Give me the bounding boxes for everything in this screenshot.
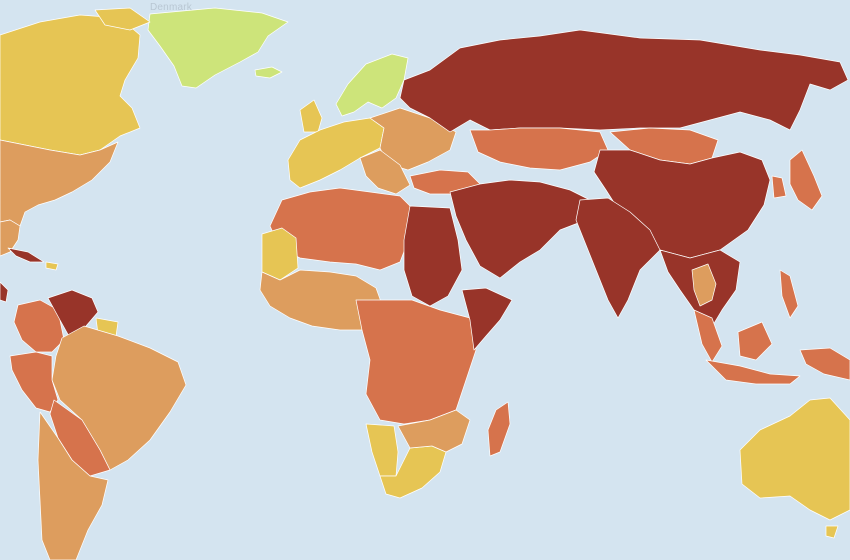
region-thailand[interactable] — [691, 263, 717, 307]
region-madagascar[interactable] — [487, 401, 511, 457]
region-canada-islands[interactable] — [94, 7, 151, 31]
region-egypt-sudan[interactable] — [403, 205, 463, 307]
region-japan[interactable] — [789, 149, 823, 211]
country-hover-label: Denmark — [150, 2, 192, 13]
region-cuba[interactable] — [7, 247, 45, 263]
region-middle-east[interactable] — [449, 179, 591, 279]
region-korea[interactable] — [771, 175, 787, 199]
region-canada[interactable] — [0, 14, 141, 156]
region-new-guinea[interactable] — [799, 347, 850, 381]
region-balkans[interactable] — [359, 149, 411, 195]
region-india[interactable] — [575, 197, 661, 319]
region-caribbean[interactable] — [45, 261, 59, 271]
region-venezuela[interactable] — [47, 289, 99, 339]
region-russia[interactable] — [399, 29, 849, 133]
region-colombia[interactable] — [13, 299, 65, 353]
region-iceland[interactable] — [254, 66, 283, 79]
region-borneo[interactable] — [737, 321, 773, 361]
region-southern-africa[interactable] — [379, 445, 447, 499]
region-brazil[interactable] — [51, 325, 187, 471]
region-philippines[interactable] — [779, 269, 799, 319]
region-greenland[interactable] — [147, 7, 289, 89]
region-malaysia[interactable] — [693, 309, 723, 363]
region-eastern-europe[interactable] — [369, 107, 457, 171]
region-central-america[interactable] — [0, 281, 9, 303]
region-mexico[interactable] — [0, 219, 21, 257]
region-australia[interactable] — [739, 397, 850, 521]
region-tasmania[interactable] — [825, 525, 839, 539]
region-scandinavia[interactable] — [335, 53, 409, 117]
region-indonesia[interactable] — [705, 359, 801, 385]
region-chile-argentina[interactable] — [37, 411, 109, 560]
region-uk[interactable] — [299, 99, 323, 133]
region-east-southern-africa[interactable] — [397, 409, 471, 453]
region-horn-of-africa[interactable] — [461, 287, 513, 351]
